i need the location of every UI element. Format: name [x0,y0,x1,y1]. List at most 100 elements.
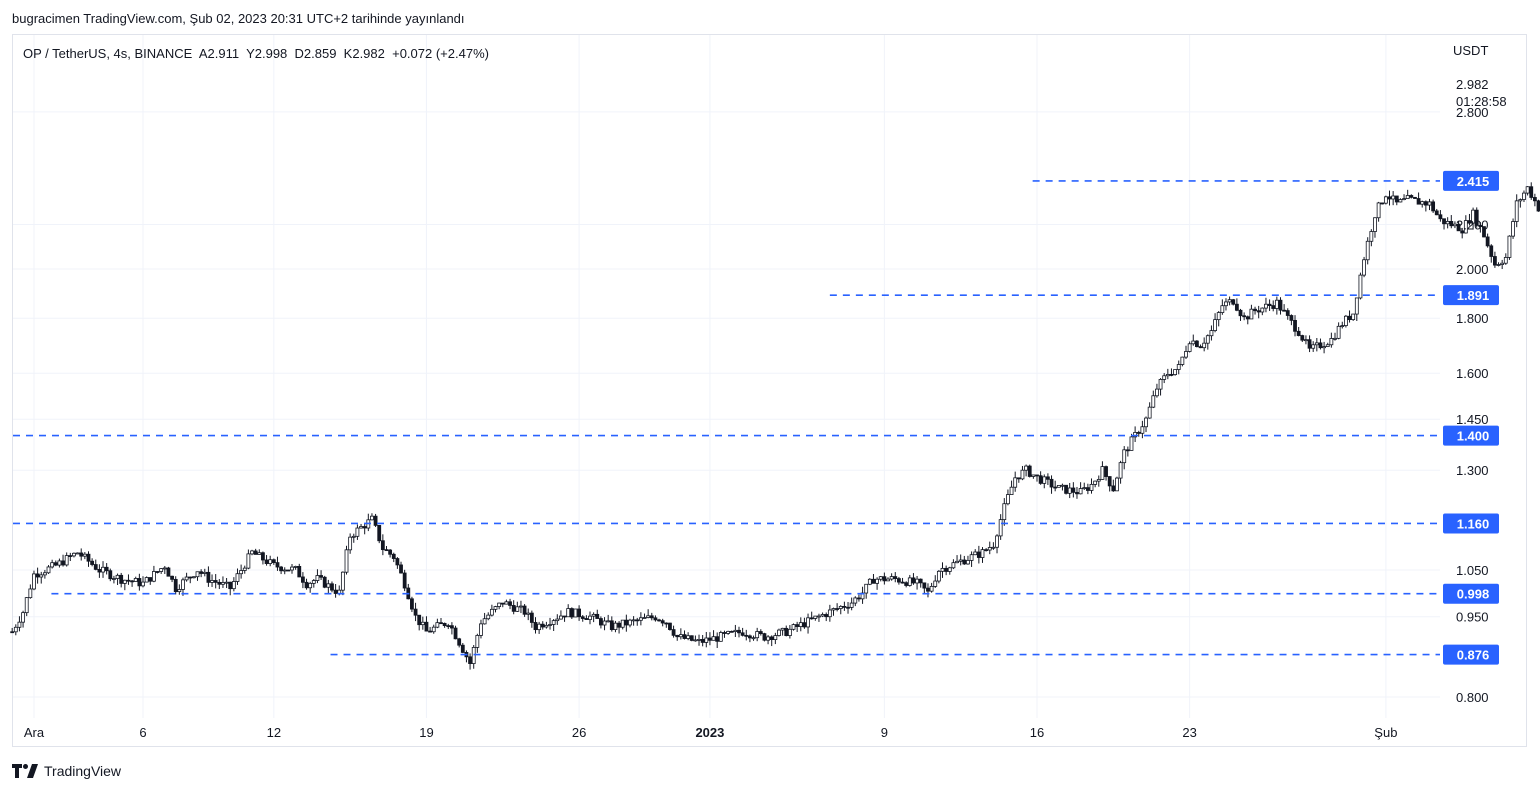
candle-body [1325,344,1330,347]
candle-body [1256,310,1261,313]
tradingview-logo-icon [12,764,38,778]
candle-body [391,553,396,559]
candle-body [998,519,1003,537]
candle-body [242,567,247,571]
candle-body [42,572,47,576]
candle-body [1518,199,1523,202]
candle-body [64,555,69,566]
candle-body [537,623,542,631]
candle-body [1329,338,1334,346]
candle-body [159,568,164,572]
time-tick-label: 23 [1182,725,1196,740]
candle-body [1376,202,1381,219]
time-tick-label: 6 [139,725,146,740]
candle-body [1274,299,1279,309]
candle-body [384,549,389,552]
candle-body [1383,196,1388,204]
candle-body [566,608,571,618]
candle-body [144,577,149,583]
candle-body [1380,202,1385,205]
candle-body [264,559,269,564]
candle-body [424,621,429,632]
candle-body [748,635,752,639]
candle-body [1387,196,1392,200]
candle-body [148,577,153,582]
candle-body [290,566,294,571]
tradingview-logo[interactable]: TradingView [12,763,121,779]
candle-body [493,606,498,610]
candle-body [1318,342,1323,349]
candle-body [1067,487,1072,494]
horizontal-levels: 2.415 1.891 1.400 1.160 0.998 0.876 [13,170,1499,665]
candle-body [141,581,145,587]
candle-body [417,614,422,626]
legend-symbol: OP / TetherUS, 4s, BINANCE [23,46,193,61]
candle-body [718,632,723,642]
candle-body [308,582,313,589]
candle-body [253,550,258,555]
price-tick-label: 0.800 [1456,690,1489,705]
candle-body [1133,432,1138,438]
candle-body [453,627,458,640]
candle-body [1224,301,1228,307]
candle-body [231,581,236,590]
candle-body [326,583,331,588]
candle-body [1369,231,1374,242]
candle-body [1056,485,1061,488]
candle-body [1187,343,1192,352]
candle-body [166,567,171,577]
candle-body [1184,351,1188,358]
candle-body [1071,487,1076,493]
candle-body [279,566,283,572]
candle-body [413,608,418,616]
price-tick-label: 2.200 [1456,217,1489,232]
candle-body [1344,315,1348,326]
candle-body [479,623,483,636]
candle-body [628,619,632,626]
candle-body [602,620,607,626]
candle-body [1038,475,1043,484]
candle-body [1514,200,1519,222]
candle-body [79,552,84,557]
level-label: 0.876 [1457,648,1490,663]
candle-body [820,614,825,617]
candle-body [755,631,760,639]
candle-body [926,587,930,592]
candle-body [228,581,233,590]
candle-body [1351,313,1356,321]
candle-body [460,644,465,653]
candle-body [311,580,316,584]
price-tick-label: 2.000 [1456,262,1489,277]
candle-body [1285,310,1290,316]
candle-body [704,637,709,643]
candle-body [1536,200,1540,212]
candle-body [649,615,654,619]
candle-body [504,601,509,605]
candle-body [1031,474,1036,477]
candle-body [1231,299,1236,305]
candle-body [1202,342,1207,349]
level-label-box [1443,425,1499,446]
candle-body [191,576,196,579]
candle-body [213,580,218,583]
price-tick-label: 0.950 [1456,610,1489,625]
candle-body [1271,305,1276,309]
candle-body [377,524,382,542]
candle-body [1238,309,1243,317]
candle-body [1347,315,1352,321]
candle-body [595,613,600,619]
candle-body [482,618,487,625]
candle-body [1046,476,1050,480]
time-tick-label: 26 [572,725,586,740]
candle-body [330,583,334,591]
candle-body [857,597,861,600]
candle-body [239,570,244,575]
candle-body [35,573,40,578]
candle-body [791,624,796,630]
candle-body [813,615,818,619]
candle-body [1467,220,1472,224]
time-tick-label: Şub [1374,725,1397,740]
candle-body [373,515,378,526]
candles [10,182,1540,670]
